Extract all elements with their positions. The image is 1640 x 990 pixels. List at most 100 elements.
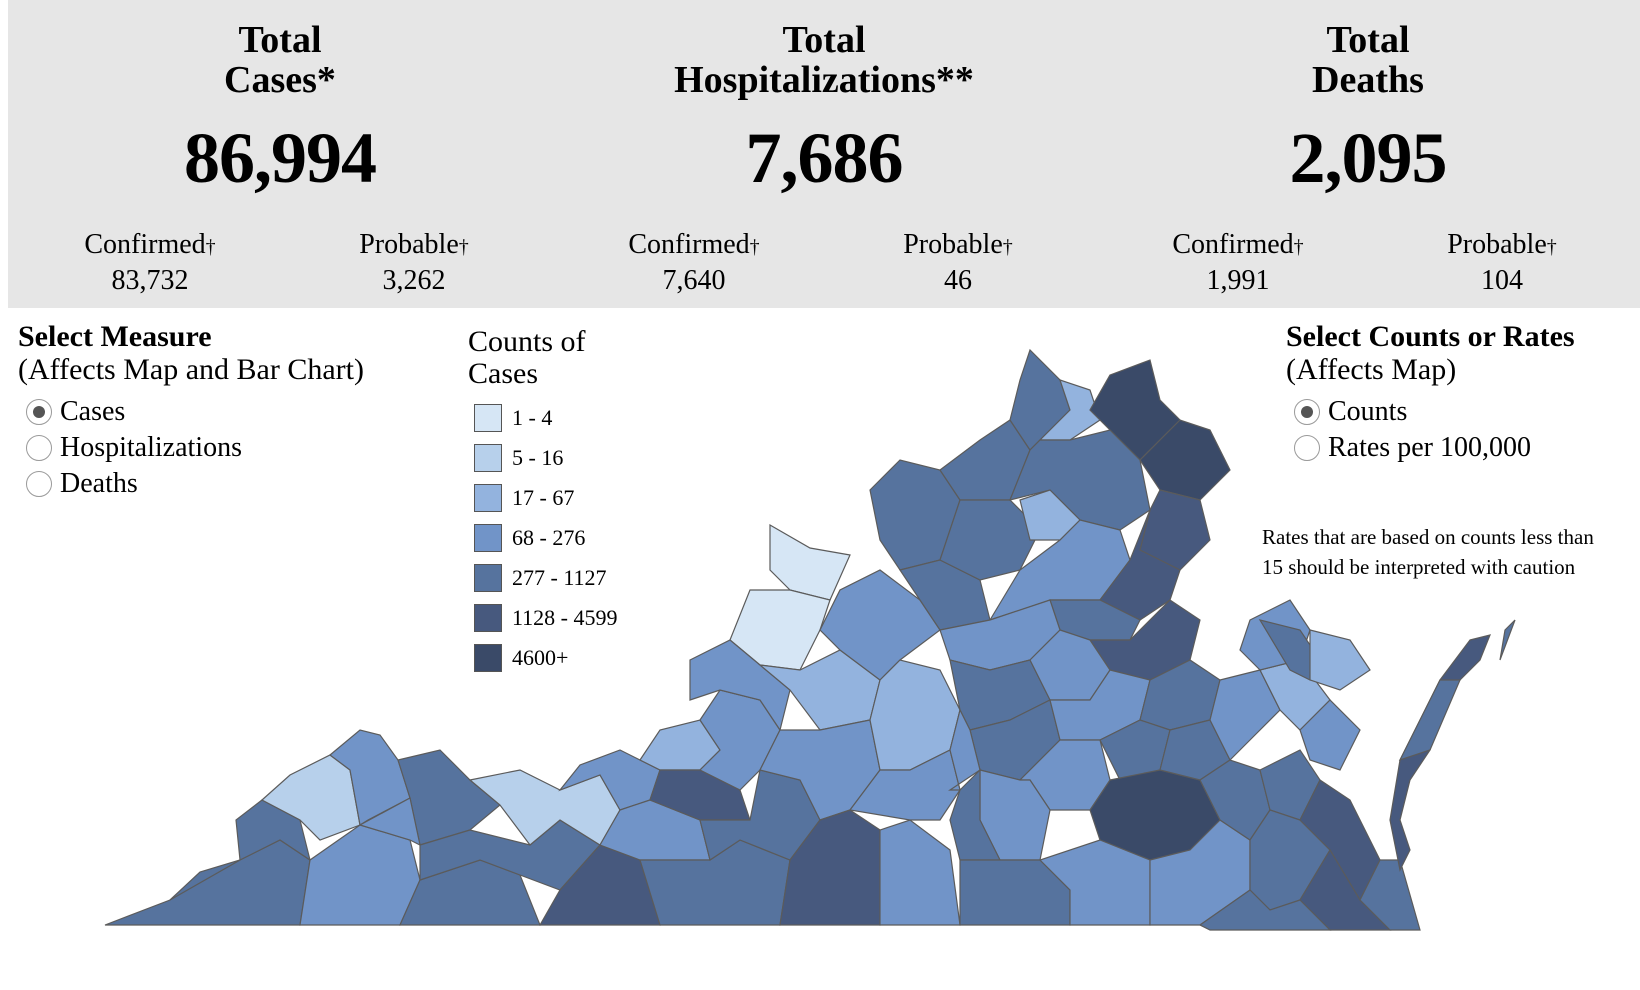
rate-option-rates[interactable]: Rates per 100,000: [1286, 430, 1626, 466]
county-region[interactable]: [1099, 509, 1181, 621]
legend-item: 1128 - 4599: [468, 598, 668, 638]
legend-label: 1 - 4: [512, 405, 553, 430]
radio-button-selected[interactable]: [26, 399, 52, 425]
summary-panel: Total Cases* 86,994 Confirmed† 83,732 Pr…: [8, 0, 1640, 308]
radio-label: Deaths: [60, 468, 138, 499]
legend-swatch: [474, 404, 502, 432]
legend-label: 4600+: [512, 645, 569, 670]
probable-value: 46: [944, 265, 972, 296]
county-region[interactable]: [299, 824, 421, 926]
radio-button[interactable]: [26, 471, 52, 497]
probable-value: 3,262: [382, 265, 446, 296]
total-cases-card: Total Cases* 86,994 Confirmed† 83,732 Pr…: [20, 0, 540, 308]
hospitalizations-confirmed: Confirmed† 7,640: [564, 228, 824, 298]
measure-option-hospitalizations[interactable]: Hospitalizations: [18, 430, 438, 466]
legend-label: 277 - 1127: [512, 565, 607, 590]
radio-button[interactable]: [26, 435, 52, 461]
confirmed-value: 83,732: [111, 265, 189, 296]
county-region[interactable]: [1309, 629, 1371, 691]
title-line: Total: [782, 19, 866, 61]
probable-value: 104: [1481, 265, 1523, 296]
county-region[interactable]: [879, 819, 961, 926]
county-region[interactable]: [1198, 889, 1332, 931]
select-measure-subtitle: (Affects Map and Bar Chart): [18, 353, 364, 386]
county-region[interactable]: [104, 839, 311, 926]
total-hospitalizations-title: Total Hospitalizations**: [564, 20, 1084, 100]
total-cases-title: Total Cases*: [20, 20, 540, 100]
select-counts-rates-title: Select Counts or Rates: [1286, 320, 1575, 353]
cases-confirmed: Confirmed† 83,732: [20, 228, 280, 298]
legend-item: 1 - 4: [468, 398, 668, 438]
title-line: Total: [1326, 19, 1410, 61]
total-hospitalizations-value: 7,686: [745, 118, 904, 198]
title-line: Total: [238, 19, 322, 61]
confirmed-label: Confirmed: [1172, 229, 1294, 260]
dagger-mark: †: [1293, 236, 1304, 258]
dagger-mark: †: [749, 236, 760, 258]
legend-label: 17 - 67: [512, 485, 575, 510]
radio-button[interactable]: [1294, 435, 1320, 461]
radio-button-selected[interactable]: [1294, 399, 1320, 425]
title-line: Cases*: [224, 59, 336, 101]
legend-item: 277 - 1127: [468, 558, 668, 598]
confirmed-label: Confirmed: [628, 229, 750, 260]
radio-label: Cases: [60, 396, 126, 427]
deaths-probable: Probable† 104: [1372, 228, 1632, 298]
hospitalizations-probable: Probable† 46: [828, 228, 1088, 298]
legend-item: 4600+: [468, 638, 668, 678]
confirmed-label: Confirmed: [84, 229, 206, 260]
virginia-county-map[interactable]: [0, 300, 1640, 990]
probable-label: Probable: [903, 229, 1003, 260]
dagger-mark: †: [1546, 236, 1557, 258]
legend-swatch: [474, 644, 502, 672]
confirmed-value: 1,991: [1206, 265, 1270, 296]
map-legend: Counts of Cases 1 - 4 5 - 16 17 - 67 68 - 2…: [468, 326, 668, 678]
select-measure-title: Select Measure: [18, 320, 212, 353]
legend-item: 5 - 16: [468, 438, 668, 478]
select-counts-rates-panel: Select Counts or Rates (Affects Map) Cou…: [1286, 320, 1626, 466]
legend-swatch: [474, 564, 502, 592]
legend-items: 1 - 4 5 - 16 17 - 67 68 - 276 277 - 1127 1128…: [468, 398, 668, 678]
radio-label: Rates per 100,000: [1328, 432, 1531, 463]
radio-label: Counts: [1328, 396, 1408, 427]
measure-option-cases[interactable]: Cases: [18, 394, 438, 430]
cases-probable: Probable† 3,262: [284, 228, 544, 298]
county-region[interactable]: [1398, 679, 1461, 762]
legend-swatch: [474, 444, 502, 472]
county-region[interactable]: [769, 523, 851, 601]
rates-caution-note: Rates that are based on counts less than…: [1262, 525, 1594, 579]
radio-label: Hospitalizations: [60, 432, 242, 463]
legend-label: 5 - 16: [512, 445, 564, 470]
total-deaths-title: Total Deaths: [1108, 20, 1628, 100]
probable-label: Probable: [1447, 229, 1547, 260]
county-region[interactable]: [1359, 859, 1421, 931]
legend-title-line: Counts of: [468, 325, 586, 358]
legend-swatch: [474, 524, 502, 552]
legend-label: 68 - 276: [512, 525, 586, 550]
total-cases-value: 86,994: [184, 118, 377, 198]
title-line: Deaths: [1312, 59, 1424, 101]
select-counts-rates-subtitle: (Affects Map): [1286, 353, 1457, 386]
legend-title-line: Cases: [468, 357, 538, 390]
deaths-confirmed: Confirmed† 1,991: [1108, 228, 1368, 298]
county-region[interactable]: [1299, 699, 1361, 771]
total-deaths-card: Total Deaths 2,095 Confirmed† 1,991 Prob…: [1108, 0, 1628, 308]
dagger-mark: †: [205, 236, 216, 258]
legend-title: Counts of Cases: [468, 326, 668, 390]
county-region[interactable]: [1299, 848, 1392, 931]
legend-item: 17 - 67: [468, 478, 668, 518]
measure-option-deaths[interactable]: Deaths: [18, 466, 438, 502]
title-line: Hospitalizations**: [674, 59, 974, 101]
rate-option-counts[interactable]: Counts: [1286, 394, 1626, 430]
legend-item: 68 - 276: [468, 518, 668, 558]
legend-swatch: [474, 484, 502, 512]
select-measure-panel: Select Measure (Affects Map and Bar Char…: [18, 320, 438, 502]
dagger-mark: †: [1002, 236, 1013, 258]
measure-radio-group: Cases Hospitalizations Deaths: [18, 394, 438, 502]
total-hospitalizations-card: Total Hospitalizations** 7,686 Confirmed…: [564, 0, 1084, 308]
probable-label: Probable: [359, 229, 459, 260]
dagger-mark: †: [458, 236, 469, 258]
legend-label: 1128 - 4599: [512, 605, 618, 630]
rate-radio-group: Counts Rates per 100,000: [1286, 394, 1626, 466]
county-region[interactable]: [1499, 619, 1516, 661]
